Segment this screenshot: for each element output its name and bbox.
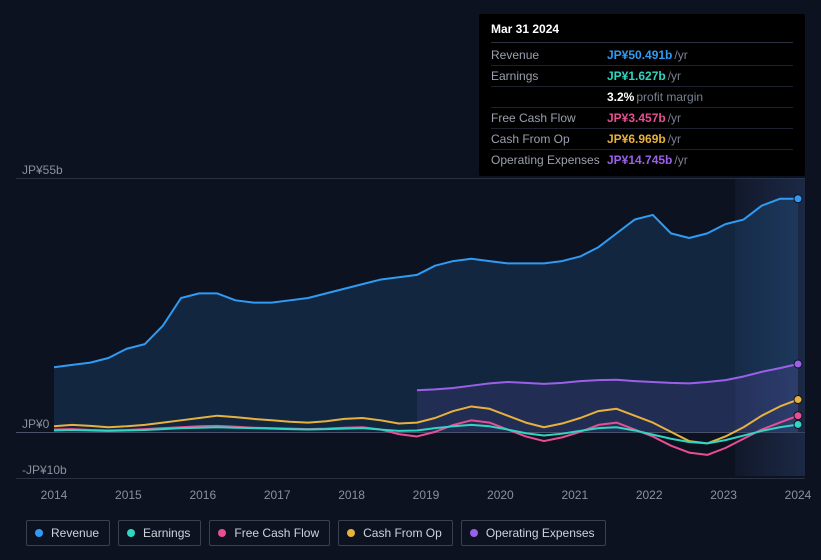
- tooltip-suffix: /yr: [668, 110, 681, 126]
- tooltip-row: Operating ExpensesJP¥14.745b /yr: [491, 150, 793, 170]
- tooltip-label: [491, 89, 607, 105]
- series-end-marker: [794, 420, 802, 428]
- chart-tooltip: Mar 31 2024 RevenueJP¥50.491b /yrEarning…: [479, 14, 805, 176]
- tooltip-value: JP¥14.745b: [607, 152, 672, 168]
- legend-item-cash-from-op[interactable]: Cash From Op: [338, 520, 453, 546]
- tooltip-suffix: profit margin: [636, 89, 703, 105]
- tooltip-label: Revenue: [491, 47, 607, 63]
- legend-item-revenue[interactable]: Revenue: [26, 520, 110, 546]
- legend-dot-icon: [347, 529, 355, 537]
- legend-item-operating-expenses[interactable]: Operating Expenses: [461, 520, 606, 546]
- tooltip-row: Free Cash FlowJP¥3.457b /yr: [491, 108, 793, 129]
- tooltip-suffix: /yr: [668, 68, 681, 84]
- series-end-marker: [794, 412, 802, 420]
- tooltip-value: JP¥3.457b: [607, 110, 666, 126]
- tooltip-date: Mar 31 2024: [491, 22, 793, 43]
- tooltip-value: JP¥1.627b: [607, 68, 666, 84]
- tooltip-label: Free Cash Flow: [491, 110, 607, 126]
- legend-item-free-cash-flow[interactable]: Free Cash Flow: [209, 520, 330, 546]
- legend-dot-icon: [470, 529, 478, 537]
- legend-label: Operating Expenses: [486, 526, 595, 540]
- tooltip-label: Operating Expenses: [491, 152, 607, 168]
- tooltip-value: JP¥6.969b: [607, 131, 666, 147]
- tooltip-suffix: /yr: [674, 47, 687, 63]
- tooltip-row: Cash From OpJP¥6.969b /yr: [491, 129, 793, 150]
- series-end-marker: [794, 360, 802, 368]
- legend-item-earnings[interactable]: Earnings: [118, 520, 201, 546]
- tooltip-row: 3.2% profit margin: [491, 87, 793, 108]
- tooltip-row: EarningsJP¥1.627b /yr: [491, 66, 793, 87]
- chart-legend: Revenue Earnings Free Cash Flow Cash From O…: [26, 520, 606, 546]
- tooltip-label: Earnings: [491, 68, 607, 84]
- tooltip-value: JP¥50.491b: [607, 47, 672, 63]
- series-end-marker: [794, 396, 802, 404]
- legend-dot-icon: [35, 529, 43, 537]
- tooltip-label: Cash From Op: [491, 131, 607, 147]
- tooltip-value: 3.2%: [607, 89, 634, 105]
- tooltip-suffix: /yr: [668, 131, 681, 147]
- legend-label: Earnings: [143, 526, 190, 540]
- legend-dot-icon: [218, 529, 226, 537]
- legend-label: Revenue: [51, 526, 99, 540]
- series-end-marker: [794, 195, 802, 203]
- tooltip-suffix: /yr: [674, 152, 687, 168]
- tooltip-row: RevenueJP¥50.491b /yr: [491, 45, 793, 66]
- legend-label: Free Cash Flow: [234, 526, 319, 540]
- legend-dot-icon: [127, 529, 135, 537]
- legend-label: Cash From Op: [363, 526, 442, 540]
